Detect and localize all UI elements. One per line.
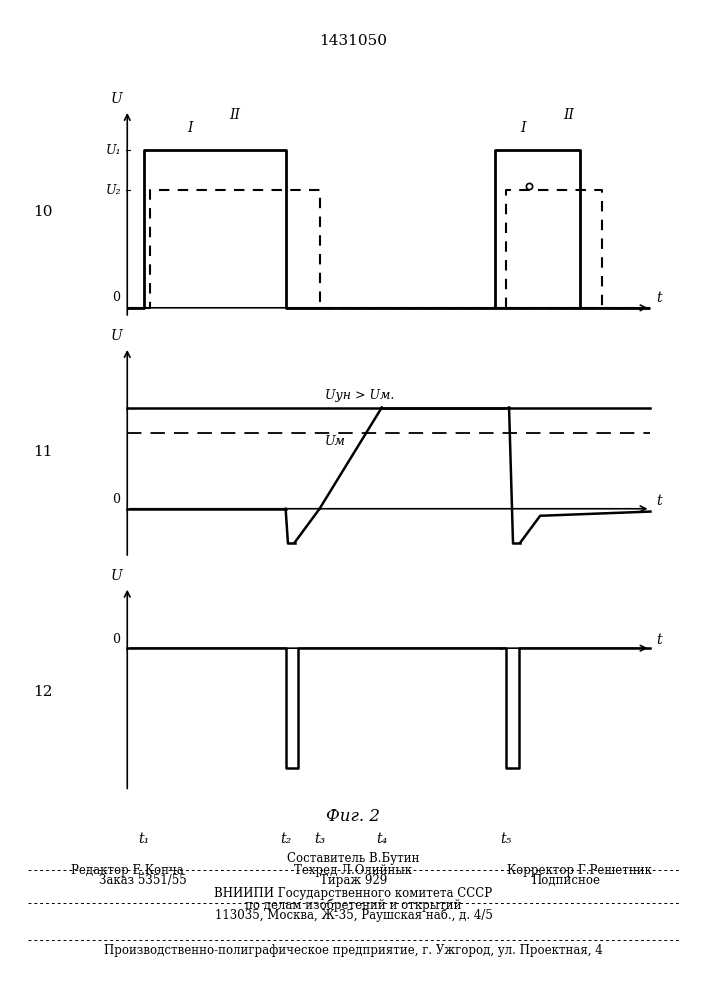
Text: t: t <box>656 291 662 305</box>
Text: Тираж 929: Тираж 929 <box>320 874 387 887</box>
Text: Uун > Uм.: Uун > Uм. <box>325 389 395 402</box>
Text: Заказ 5351/55: Заказ 5351/55 <box>99 874 187 887</box>
Text: по делам изобретений и открытий: по делам изобретений и открытий <box>245 898 462 912</box>
Text: 10: 10 <box>33 206 52 220</box>
Text: U: U <box>111 329 123 343</box>
Text: U: U <box>111 92 123 106</box>
Text: 113035, Москва, Ж-35, Раушская наб., д. 4/5: 113035, Москва, Ж-35, Раушская наб., д. … <box>214 909 493 922</box>
Text: Корректор Г.Решетник: Корректор Г.Решетник <box>508 864 652 877</box>
Text: t₃: t₃ <box>314 832 325 846</box>
Text: I: I <box>520 121 526 135</box>
Text: U₂: U₂ <box>105 184 121 197</box>
Text: 0: 0 <box>112 633 120 646</box>
Text: 12: 12 <box>33 686 52 700</box>
Text: Подписное: Подписное <box>531 874 600 887</box>
Text: t₂: t₂ <box>280 832 291 846</box>
Text: 1431050: 1431050 <box>320 34 387 48</box>
Text: 0: 0 <box>112 291 120 304</box>
Text: t₁: t₁ <box>139 832 150 846</box>
Text: ВНИИПИ Государственного комитета СССР: ВНИИПИ Государственного комитета СССР <box>214 887 493 900</box>
Text: t₅: t₅ <box>501 832 512 846</box>
Text: II: II <box>563 108 574 122</box>
Text: Редактор Е.Копча: Редактор Е.Копча <box>71 864 184 877</box>
Text: Составитель В.Бутин: Составитель В.Бутин <box>287 852 420 865</box>
Text: Фиг. 2: Фиг. 2 <box>327 808 380 825</box>
Text: Техред Л.Олийнык: Техред Л.Олийнык <box>295 864 412 877</box>
Text: t: t <box>656 633 662 647</box>
Text: t₄: t₄ <box>376 832 387 846</box>
Text: t: t <box>656 494 662 508</box>
Text: U: U <box>111 569 123 583</box>
Text: 0: 0 <box>112 493 120 506</box>
Text: Uм: Uм <box>325 435 346 448</box>
Text: I: I <box>187 121 192 135</box>
Text: 11: 11 <box>33 446 52 460</box>
Text: Производственно-полиграфическое предприятие, г. Ужгород, ул. Проектная, 4: Производственно-полиграфическое предприя… <box>104 944 603 957</box>
Text: U₁: U₁ <box>105 144 121 157</box>
Text: II: II <box>229 108 240 122</box>
